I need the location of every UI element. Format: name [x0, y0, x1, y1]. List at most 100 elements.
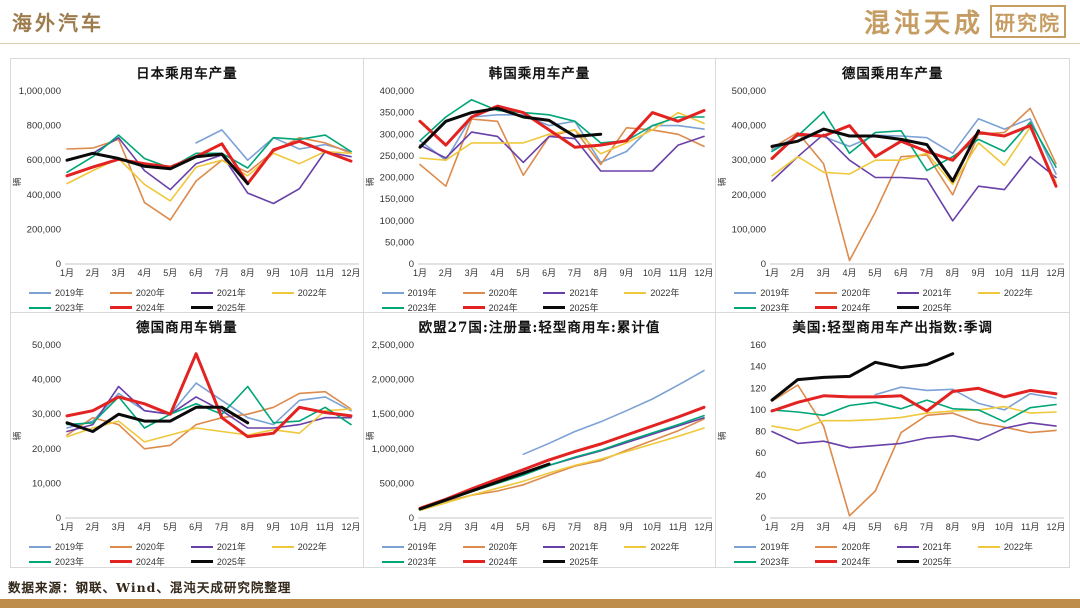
- series-line-2025年: [770, 352, 955, 402]
- svg-text:4月: 4月: [490, 522, 504, 532]
- legend-line-icon: [29, 291, 51, 294]
- legend-item-2020年: 2020年: [815, 540, 896, 553]
- legend-line-icon: [543, 291, 566, 294]
- series-line-2020年: [66, 390, 352, 450]
- svg-text:1月: 1月: [413, 268, 427, 278]
- legend-item-2021年: 2021年: [896, 540, 978, 553]
- svg-text:2,500,000: 2,500,000: [371, 340, 413, 351]
- svg-text:7月: 7月: [568, 268, 582, 278]
- chart-panel-2: 德国乘用车产量 0 100,000 200,000 300,000 400,000 500,…: [716, 59, 1069, 313]
- legend-label: 2020年: [841, 288, 871, 298]
- series-line-2024年: [770, 124, 1058, 188]
- legend-line-icon: [543, 545, 566, 548]
- series-line-2025年: [418, 106, 602, 149]
- series-line-2022年: [418, 427, 705, 512]
- svg-text:11月: 11月: [669, 268, 687, 278]
- legend-item-2023年: 2023年: [381, 301, 463, 313]
- legend-label: 2019年: [760, 288, 790, 298]
- legend-label: 2023年: [760, 303, 790, 313]
- svg-text:400,000: 400,000: [27, 190, 61, 201]
- svg-text:2月: 2月: [438, 522, 452, 532]
- y-axis-unit: 辆: [365, 431, 375, 440]
- svg-text:10月: 10月: [643, 522, 662, 532]
- legend-line-icon: [896, 545, 919, 548]
- series-line-2020年: [418, 418, 705, 511]
- legend-item-2025年: 2025年: [543, 555, 624, 567]
- legend-line-icon: [462, 306, 485, 309]
- legend-line-icon: [29, 560, 51, 563]
- svg-text:7月: 7月: [215, 522, 229, 532]
- legend-line-icon: [815, 306, 838, 309]
- svg-text:7月: 7月: [215, 268, 229, 278]
- legend-line-icon: [815, 545, 838, 548]
- legend-item-2021年: 2021年: [190, 540, 272, 553]
- legend-item-2022年: 2022年: [271, 540, 353, 553]
- svg-text:0: 0: [56, 259, 61, 270]
- svg-text:12月: 12月: [694, 268, 713, 278]
- chart-title: 欧盟27国:注册量:轻型商用车:累计值: [418, 320, 661, 336]
- legend-label: 2021年: [922, 288, 952, 298]
- legend-label: 2019年: [407, 542, 437, 552]
- svg-text:8月: 8月: [593, 268, 607, 278]
- series-line-2021年: [66, 136, 352, 205]
- series-line-2025年: [418, 462, 551, 511]
- svg-text:9月: 9月: [267, 268, 281, 278]
- series-line-2021年: [66, 385, 352, 433]
- legend-line-icon: [190, 306, 213, 309]
- svg-text:4月: 4月: [843, 522, 857, 532]
- svg-text:9月: 9月: [972, 522, 986, 532]
- legend-item-2025年: 2025年: [896, 301, 978, 312]
- svg-text:200,000: 200,000: [27, 224, 61, 235]
- svg-text:4月: 4月: [137, 522, 151, 532]
- chart-canvas: 0 50,000 100,000 150,000 200,000 250,000 300,0…: [365, 86, 714, 278]
- legend-label: 2025年: [569, 303, 599, 313]
- legend-item-2025年: 2025年: [543, 301, 624, 313]
- legend-item-2019年: 2019年: [381, 286, 463, 299]
- svg-text:20: 20: [756, 491, 767, 502]
- series-line-2023年: [418, 98, 705, 144]
- legend-item-2020年: 2020年: [815, 286, 896, 299]
- legend-item-2019年: 2019年: [734, 540, 815, 553]
- legend-label: 2021年: [216, 542, 246, 552]
- legend-line-icon: [462, 545, 485, 548]
- legend-label: 2020年: [488, 542, 518, 552]
- svg-text:250,000: 250,000: [379, 151, 413, 162]
- svg-text:1,000,000: 1,000,000: [371, 444, 413, 455]
- chart-legend: 2019年 2020年 2021年 2022年 2023年 2024年 2025年: [716, 285, 1069, 313]
- legend-item-2023年: 2023年: [734, 301, 815, 313]
- svg-text:10月: 10月: [290, 522, 309, 532]
- svg-text:12月: 12月: [341, 268, 360, 278]
- svg-text:4月: 4月: [843, 268, 857, 278]
- svg-text:8月: 8月: [946, 522, 960, 532]
- legend-line-icon: [734, 545, 757, 548]
- svg-text:5月: 5月: [163, 268, 177, 278]
- legend-label: 2024年: [135, 557, 165, 567]
- legend-line-icon: [381, 291, 404, 294]
- legend-label: 2023年: [407, 303, 437, 313]
- svg-text:300,000: 300,000: [732, 155, 766, 166]
- legend-item-2023年: 2023年: [29, 301, 110, 312]
- legend-line-icon: [109, 291, 132, 294]
- svg-text:100,000: 100,000: [732, 224, 766, 235]
- svg-text:1,000,000: 1,000,000: [19, 86, 61, 97]
- legend-label: 2020年: [841, 542, 871, 552]
- legend-item-2019年: 2019年: [29, 286, 110, 299]
- legend-item-2020年: 2020年: [109, 540, 191, 553]
- svg-text:500,000: 500,000: [732, 86, 766, 97]
- legend-item-2020年: 2020年: [109, 286, 191, 299]
- svg-text:9月: 9月: [619, 268, 633, 278]
- svg-text:10,000: 10,000: [32, 478, 61, 489]
- legend-label: 2025年: [216, 303, 246, 313]
- y-axis-unit: 辆: [365, 177, 375, 186]
- series-line-2022年: [66, 408, 352, 443]
- legend-label: 2021年: [569, 288, 599, 298]
- svg-text:30,000: 30,000: [32, 409, 61, 420]
- legend-line-icon: [29, 545, 51, 548]
- y-axis-unit: 辆: [12, 177, 22, 186]
- series-line-2021年: [771, 422, 1058, 449]
- legend-item-2024年: 2024年: [815, 301, 896, 312]
- svg-text:2月: 2月: [791, 522, 805, 532]
- svg-text:40: 40: [756, 470, 767, 481]
- page-title: 海外汽车: [12, 11, 104, 35]
- svg-text:350,000: 350,000: [379, 108, 413, 119]
